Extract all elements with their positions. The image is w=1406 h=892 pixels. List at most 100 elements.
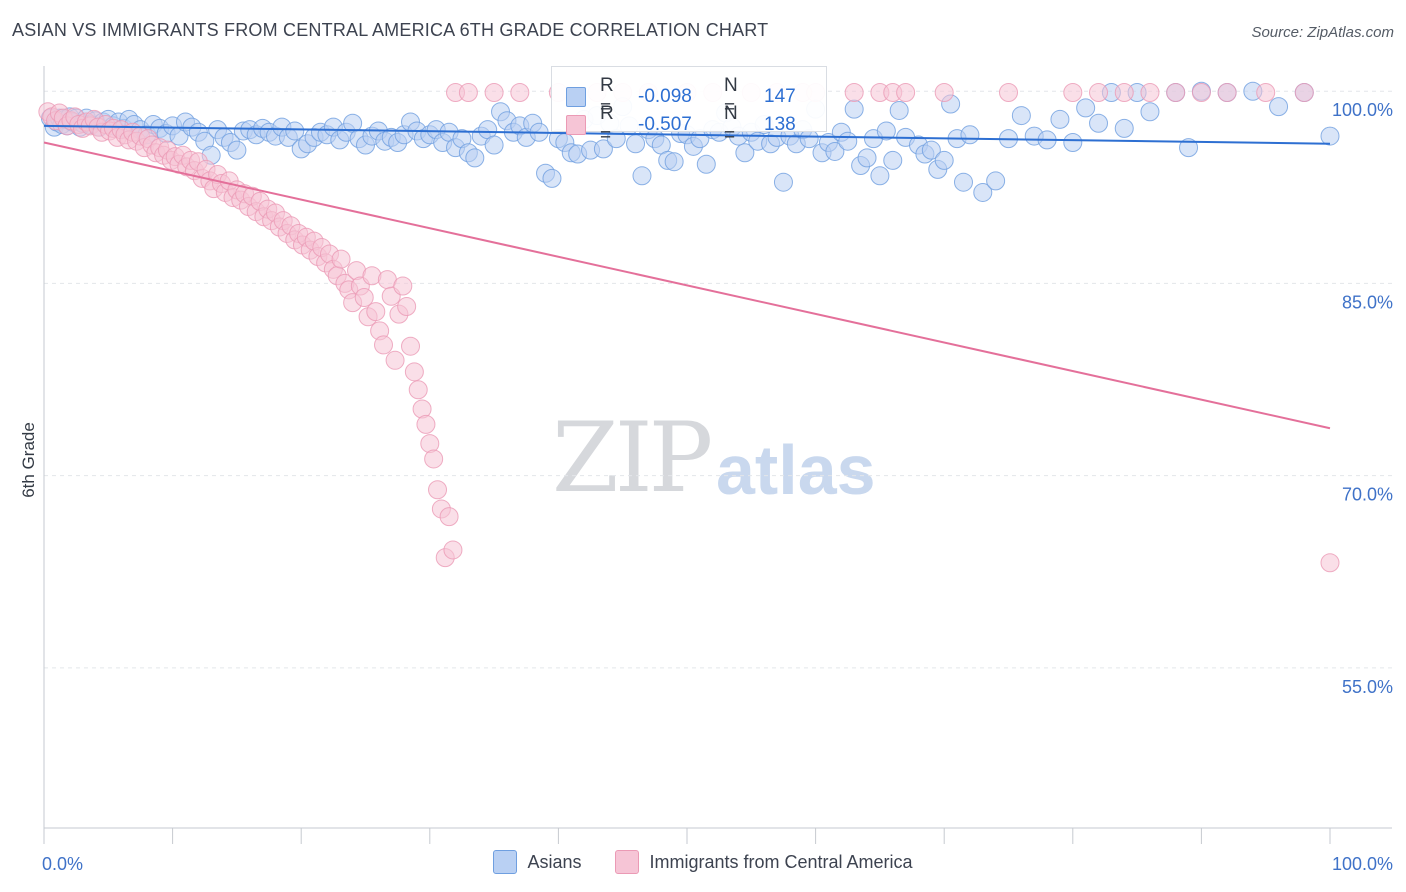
data-point-asians [1076, 98, 1096, 118]
data-point-central [428, 480, 448, 500]
y-tick-label: 70.0% [1342, 485, 1393, 505]
data-point-asians [1320, 126, 1340, 146]
stats-n-label: N = [724, 75, 738, 118]
data-point-central [934, 83, 954, 103]
data-point-central [1140, 83, 1160, 103]
data-point-central [484, 83, 504, 103]
data-point-asians [953, 172, 973, 192]
trendline-asians [43, 124, 1331, 145]
data-point-asians [696, 154, 716, 174]
data-point-central [1320, 553, 1340, 573]
legend-label-asians: Asians [527, 851, 582, 872]
data-point-asians [1050, 109, 1070, 129]
data-point-asians [825, 141, 845, 161]
data-point-central [1063, 83, 1083, 103]
data-point-asians [883, 150, 903, 170]
stats-n-value: 147 [764, 86, 796, 107]
data-point-central [1217, 83, 1237, 103]
data-point-asians [921, 140, 941, 160]
data-point-asians [1140, 102, 1160, 122]
data-point-central [510, 83, 530, 103]
stats-r-label: R = [600, 75, 614, 118]
data-point-asians [735, 143, 755, 163]
data-point-central [393, 276, 413, 296]
legend: Asians Immigrants from Central America [0, 850, 1406, 874]
data-point-asians [838, 131, 858, 151]
stats-swatch-asians [566, 87, 586, 107]
data-point-asians [844, 99, 864, 119]
data-point-central [1166, 83, 1186, 103]
stats-n-label: N = [724, 103, 738, 146]
data-point-asians [542, 168, 562, 188]
data-point-asians [876, 121, 896, 141]
legend-item-asians[interactable]: Asians [493, 850, 581, 874]
y-axis-label: 6th Grade [19, 422, 38, 498]
data-point-central [404, 362, 424, 382]
data-point-central [366, 302, 386, 322]
data-point-central [331, 249, 351, 269]
data-point-central [374, 335, 394, 355]
data-point-asians [1114, 118, 1134, 138]
data-point-central [401, 336, 421, 356]
data-point-central [1114, 83, 1134, 103]
data-point-central [397, 296, 417, 316]
stats-row-asians: R = -0.098 N = 147 [566, 75, 796, 119]
watermark-zip: ZIP [552, 402, 713, 514]
data-point-central [1294, 83, 1314, 103]
y-tick-label: 85.0% [1342, 292, 1393, 312]
data-point-central [424, 449, 444, 469]
stats-swatch-central [566, 115, 586, 135]
stats-r-label: R = [600, 103, 614, 146]
source-label: Source: ZipAtlas.com [1251, 24, 1394, 41]
stats-row-central: R = -0.507 N = 138 [566, 103, 796, 147]
stats-box: R = -0.098 N = 147 R = -0.507 N = 138 [551, 66, 827, 146]
x-tick-label: 0.0% [42, 854, 83, 874]
legend-swatch-central [615, 850, 640, 874]
watermark-atlas: atlas [716, 431, 876, 509]
data-point-central [1256, 83, 1276, 103]
data-point-asians [632, 166, 652, 186]
data-point-central [408, 380, 428, 400]
stats-n-value: 138 [764, 114, 796, 135]
stats-r-value: -0.507 [638, 114, 692, 135]
data-point-central [999, 83, 1018, 103]
data-point-asians [664, 152, 684, 172]
data-point-central [844, 83, 864, 103]
legend-label-central: Immigrants from Central America [649, 851, 913, 872]
data-point-asians [1179, 138, 1199, 158]
data-point-asians [773, 172, 793, 192]
data-point-central [416, 414, 436, 434]
data-point-asians [593, 139, 613, 159]
data-point-asians [960, 125, 980, 145]
data-point-asians [799, 129, 819, 149]
data-point-asians [986, 171, 1006, 191]
legend-item-central[interactable]: Immigrants from Central America [615, 850, 913, 874]
data-point-asians [973, 182, 993, 202]
data-point-asians [1011, 106, 1031, 126]
data-point-asians [285, 121, 305, 141]
data-point-central [354, 288, 374, 308]
data-point-asians [870, 166, 890, 186]
data-point-asians [227, 140, 247, 160]
x-tick-label: 100.0% [1332, 854, 1393, 874]
stats-r-value: -0.098 [638, 86, 692, 107]
y-tick-label: 55.0% [1342, 677, 1393, 697]
trendline-central [43, 141, 1331, 430]
data-point-asians [889, 100, 909, 120]
data-point-asians [857, 148, 877, 168]
data-point-asians [1269, 97, 1289, 117]
data-point-asians [1089, 113, 1109, 133]
data-point-asians [1063, 132, 1083, 152]
data-point-central [458, 83, 478, 103]
chart-title: ASIAN VS IMMIGRANTS FROM CENTRAL AMERICA… [12, 20, 769, 40]
data-point-central [439, 507, 459, 527]
y-tick-label: 100.0% [1332, 100, 1393, 120]
data-point-central [1191, 83, 1211, 103]
data-point-central [896, 83, 916, 103]
data-point-asians [934, 150, 954, 170]
data-point-asians [465, 148, 485, 168]
data-point-central [385, 350, 405, 370]
data-point-asians [484, 135, 504, 155]
data-point-central [443, 540, 463, 560]
data-point-central [1089, 83, 1109, 103]
